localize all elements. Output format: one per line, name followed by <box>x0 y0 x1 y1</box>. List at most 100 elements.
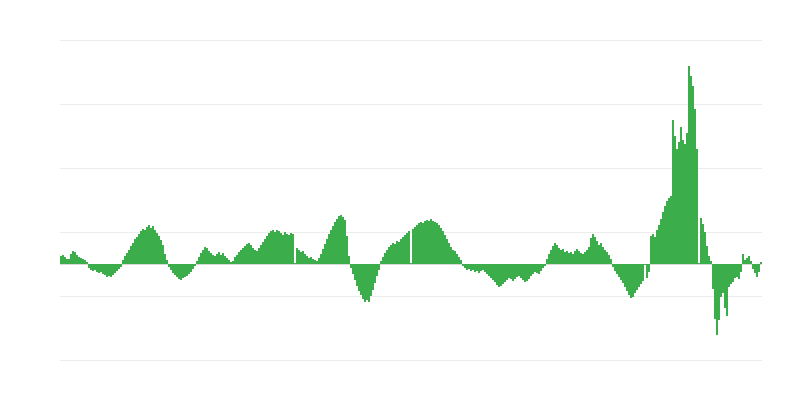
histogram-bar <box>576 249 578 264</box>
histogram-bar <box>466 264 468 270</box>
histogram-bar <box>342 217 344 264</box>
histogram-bar <box>374 264 376 283</box>
histogram-bar <box>448 243 450 264</box>
histogram-bar <box>318 258 320 264</box>
histogram-bar <box>646 264 648 278</box>
histogram-bar <box>186 264 188 276</box>
histogram-bar <box>314 260 316 264</box>
histogram-bar <box>370 264 372 296</box>
histogram-bar <box>302 251 304 264</box>
histogram-bar <box>406 233 408 264</box>
histogram-bar <box>168 264 170 267</box>
histogram-bar <box>282 235 284 264</box>
histogram-bar <box>600 243 602 264</box>
histogram-bar <box>446 239 448 264</box>
histogram-bar <box>322 249 324 264</box>
histogram-bar <box>708 256 710 264</box>
histogram-bar <box>222 253 224 264</box>
histogram-bar <box>594 237 596 264</box>
histogram-bar <box>110 264 112 277</box>
histogram-bar <box>414 227 416 264</box>
histogram-bar <box>628 264 630 295</box>
histogram-bar <box>306 256 308 264</box>
histogram-bar <box>626 264 628 291</box>
histogram-bar <box>190 264 192 272</box>
histogram-bar <box>724 264 726 308</box>
histogram-bar <box>166 260 168 264</box>
histogram-bar <box>398 242 400 264</box>
histogram-bar <box>686 133 688 264</box>
histogram-bar <box>158 236 160 264</box>
histogram-bar <box>376 264 378 276</box>
histogram-bar <box>624 264 626 287</box>
histogram-bar <box>122 260 124 264</box>
histogram-bar <box>456 254 458 264</box>
histogram-bar <box>268 233 270 264</box>
histogram-bar <box>188 264 190 274</box>
histogram-bar <box>732 264 734 282</box>
histogram-bar <box>520 264 522 278</box>
histogram-bar <box>712 264 714 289</box>
histogram-bar <box>638 264 640 287</box>
histogram-bar <box>336 219 338 264</box>
histogram-bar <box>126 253 128 264</box>
histogram-bar <box>572 254 574 264</box>
histogram-bar <box>438 225 440 264</box>
histogram-bar <box>68 259 70 264</box>
histogram-bar <box>560 250 562 264</box>
histogram-bar <box>84 260 86 264</box>
histogram-bar <box>460 260 462 264</box>
histogram-bar <box>156 233 158 264</box>
histogram-bar <box>538 264 540 274</box>
histogram-bar <box>162 245 164 264</box>
histogram-bar <box>86 262 88 264</box>
histogram-bar <box>118 264 120 269</box>
histogram-bar <box>480 264 482 271</box>
histogram-bar <box>494 264 496 282</box>
histogram-bar <box>570 252 572 264</box>
histogram-bar <box>298 250 300 264</box>
histogram-bar <box>440 228 442 264</box>
histogram-bar <box>488 264 490 276</box>
histogram-bar <box>184 264 186 277</box>
histogram-bar <box>138 234 140 264</box>
histogram-bar <box>544 264 546 266</box>
histogram-bar <box>704 232 706 264</box>
histogram-bar <box>290 233 292 264</box>
histogram-bar <box>114 264 116 273</box>
histogram-bar <box>106 264 108 277</box>
histogram-bar <box>258 248 260 264</box>
histogram-bar <box>468 264 470 269</box>
histogram-bar <box>308 258 310 264</box>
histogram-bar <box>590 238 592 264</box>
histogram-bar <box>226 258 228 264</box>
histogram-bar <box>548 254 550 264</box>
histogram-bar <box>80 258 82 264</box>
histogram-bar <box>172 264 174 273</box>
histogram-bar <box>632 264 634 297</box>
histogram-bar <box>670 196 672 264</box>
histogram-bar <box>160 240 162 264</box>
histogram-bar <box>524 264 526 282</box>
histogram-bar <box>556 245 558 264</box>
histogram-bar <box>320 254 322 264</box>
histogram-bar <box>256 251 258 264</box>
histogram-bar <box>658 225 660 264</box>
histogram-bar <box>364 264 366 302</box>
histogram-bar <box>760 262 762 264</box>
histogram-bar <box>716 264 718 335</box>
histogram-bar <box>204 247 206 264</box>
histogram-bar <box>490 264 492 278</box>
histogram-bar <box>596 241 598 264</box>
histogram-bar <box>278 231 280 264</box>
histogram-bar <box>250 245 252 264</box>
histogram-bar <box>210 253 212 264</box>
histogram-bar <box>60 256 62 264</box>
histogram-bar <box>442 231 444 264</box>
histogram-bar <box>132 243 134 264</box>
histogram-bar <box>432 221 434 264</box>
histogram-bar <box>640 264 642 284</box>
histogram-bar <box>558 248 560 264</box>
histogram-bar <box>292 234 294 264</box>
histogram-bar <box>116 264 118 271</box>
